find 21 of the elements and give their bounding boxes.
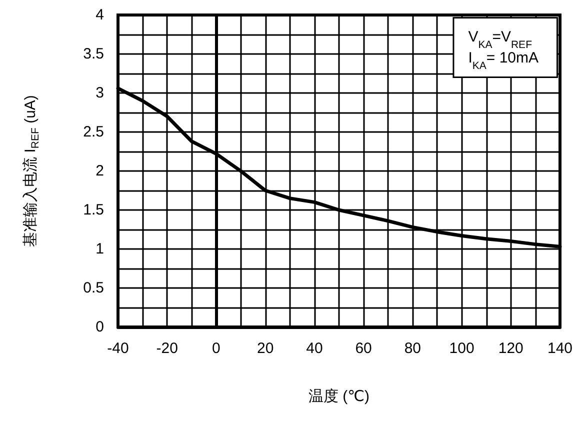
y-tick-label: 3.5 <box>83 46 104 62</box>
x-tick-label: 60 <box>355 340 372 357</box>
y-tick-label: 2.5 <box>83 124 104 140</box>
y-tick-label: 3 <box>96 84 104 102</box>
x-tick-label: 80 <box>404 340 422 357</box>
x-tick-label: 20 <box>256 340 274 357</box>
x-tick-label: 120 <box>498 340 524 357</box>
x-tick-label: 40 <box>306 340 323 357</box>
y-tick-label: 0.5 <box>83 280 104 296</box>
y-tick-label: 0 <box>96 318 104 336</box>
y-tick-label: 1.5 <box>83 202 104 218</box>
x-tick-label: 100 <box>449 340 474 357</box>
x-tick-label: -40 <box>107 340 129 357</box>
x-tick-label: 140 <box>547 340 573 357</box>
x-axis-title: 温度 (℃) <box>308 388 370 405</box>
y-axis-title: 基准输入电流 IREF (uA) <box>22 95 42 247</box>
y-tick-label: 4 <box>96 6 104 24</box>
x-tick-label: 0 <box>212 340 220 357</box>
x-tick-label: -20 <box>156 340 178 357</box>
y-tick-label: 1 <box>96 240 104 258</box>
y-tick-label: 2 <box>96 162 104 180</box>
